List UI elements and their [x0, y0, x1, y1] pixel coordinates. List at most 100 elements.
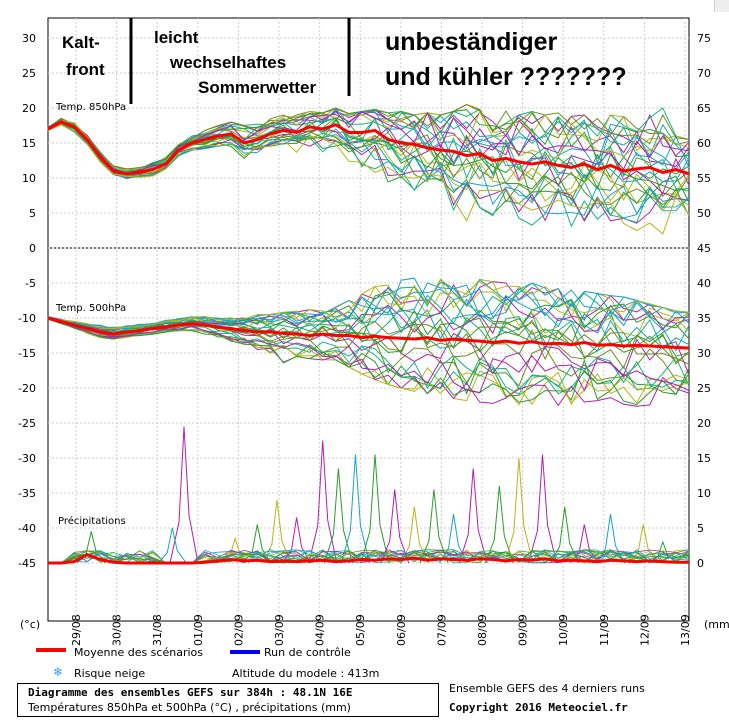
- ensemble-member-line: [47, 123, 690, 206]
- precip-member-peak: [169, 426, 199, 564]
- annotation-kaltfront-line1: Kalt-: [62, 33, 100, 52]
- title-line-1: Diagramme des ensembles GEFS sur 384h : …: [28, 686, 353, 699]
- y-left-tick-label: -15: [18, 347, 36, 360]
- ensemble-member-line: [47, 278, 690, 330]
- ensemble-member-line: [47, 123, 690, 215]
- title-box: Diagramme des ensembles GEFS sur 384h : …: [17, 683, 439, 717]
- x-tick-label: 11/09: [598, 614, 611, 646]
- y-left-tick-label: -45: [18, 557, 36, 570]
- mean-line-t500: [47, 316, 690, 350]
- y-right-tick-label: 40: [697, 277, 711, 290]
- precip-member-peak: [157, 527, 187, 564]
- annotation-unbestaendiger: unbeständiger: [385, 28, 558, 56]
- precip-member-peak: [323, 468, 353, 564]
- ensemble-member-line: [47, 291, 690, 332]
- y-right-tick-label: 75: [697, 32, 711, 45]
- precip-member-peak: [484, 485, 514, 564]
- y-right-tick-label: 30: [697, 347, 711, 360]
- ensemble-member-line: [47, 281, 690, 332]
- y-right-tick-label: 55: [697, 172, 711, 185]
- precip-member-peak: [220, 536, 250, 564]
- y-right-tick-label: 10: [697, 487, 711, 500]
- y-right-tick-label: 20: [697, 417, 711, 430]
- precip-member-line: [48, 549, 690, 564]
- precip-member-peak: [458, 468, 488, 564]
- ensemble-member-line: [47, 282, 690, 330]
- precip-member-peak: [419, 489, 449, 564]
- x-tick-label: 08/09: [476, 614, 489, 646]
- ensemble-member-line: [47, 277, 690, 330]
- x-tick-label: 06/09: [395, 614, 408, 646]
- x-tick-label: 31/08: [151, 614, 164, 646]
- legend-mean-swatch: [36, 648, 66, 652]
- ensemble-member-line: [47, 107, 690, 170]
- y-right-unit: (mm): [704, 618, 729, 631]
- legend-control-label: Run de contrôle: [264, 646, 351, 659]
- copyright-label: Copyright 2016 Meteociel.fr: [449, 701, 628, 714]
- y-left-tick-label: -10: [18, 312, 36, 325]
- y-right-tick-label: 45: [697, 242, 711, 255]
- precip-member-line: [48, 549, 690, 564]
- y-left-tick-label: -30: [18, 452, 36, 465]
- y-left-tick-label: 25: [22, 67, 36, 80]
- precip-member-peak: [308, 440, 338, 564]
- scroll-corner: [714, 0, 729, 12]
- y-right-tick-label: 0: [697, 557, 704, 570]
- x-tick-label: 10/09: [557, 614, 570, 646]
- y-right-tick-label: 25: [697, 382, 711, 395]
- mean-line-precip: [48, 552, 689, 565]
- y-left-tick-label: 10: [22, 172, 36, 185]
- x-tick-label: 04/09: [314, 614, 327, 646]
- y-left-tick-label: 20: [22, 102, 36, 115]
- precip-member-peak: [360, 454, 390, 564]
- y-right-tick-label: 50: [697, 207, 711, 220]
- precip-member-line: [48, 549, 690, 564]
- y-right-tick-label: 60: [697, 137, 711, 150]
- mean-series-layer: [47, 120, 690, 565]
- y-left-tick-label: 30: [22, 32, 36, 45]
- ensemble-member-line: [47, 117, 690, 183]
- y-left-tick-label: 15: [22, 137, 36, 150]
- y-left-unit: (°c): [20, 618, 40, 631]
- ensemble-member-line: [47, 111, 690, 172]
- precip-member-peak: [380, 489, 410, 564]
- y-right-tick-label: 70: [697, 67, 711, 80]
- y-left-tick-label: 5: [29, 207, 36, 220]
- panel-label-t850: Temp. 850hPa: [55, 102, 126, 113]
- y-right-tick-label: 65: [697, 102, 711, 115]
- title-line-2: Températures 850hPa et 500hPa (°C) , pré…: [28, 701, 351, 714]
- legend-control-swatch: [230, 650, 260, 654]
- y-left-tick-label: -35: [18, 487, 36, 500]
- legend-altitude: Altitude du modele : 413m: [232, 667, 380, 680]
- y-left-tick-label: -25: [18, 417, 36, 430]
- ensemble-member-line: [47, 318, 690, 406]
- y-left-tick-label: -40: [18, 522, 36, 535]
- x-tick-label: 03/09: [273, 614, 286, 646]
- annotation-sommerwetter: Sommerwetter: [198, 78, 317, 97]
- panel-label-precip: Précipitations: [58, 515, 126, 527]
- x-tick-label: 09/09: [517, 614, 530, 646]
- ensemble-member-line: [47, 307, 690, 350]
- y-left-tick-label: 0: [29, 242, 36, 255]
- y-left-tick-label: -20: [18, 382, 36, 395]
- x-tick-label: 29/08: [70, 614, 83, 646]
- ensemble-member-line: [47, 123, 690, 235]
- x-tick-label: 07/09: [435, 614, 448, 646]
- ensemble-member-line: [47, 111, 690, 175]
- x-tick-label: 01/09: [192, 614, 205, 646]
- ensemble-member-line: [47, 318, 690, 394]
- annotation-markers: [129, 18, 351, 104]
- annotation-kaltfront-line2: front: [66, 60, 105, 79]
- legend-snow-label: Risque neige: [74, 667, 146, 680]
- x-tick-label: 30/08: [111, 614, 124, 646]
- ensemble-runs-label: Ensemble GEFS des 4 derniers runs: [449, 682, 645, 695]
- panel-label-t500: Temp. 500hPa: [55, 303, 126, 314]
- annotation-leicht: leicht: [154, 28, 199, 47]
- mean-line-t850: [47, 120, 690, 176]
- legend-mean-label: Moyenne des scénarios: [74, 646, 203, 659]
- x-tick-label: 12/09: [638, 614, 651, 646]
- precip-member-peak: [340, 454, 370, 564]
- precip-member-peak: [550, 506, 580, 564]
